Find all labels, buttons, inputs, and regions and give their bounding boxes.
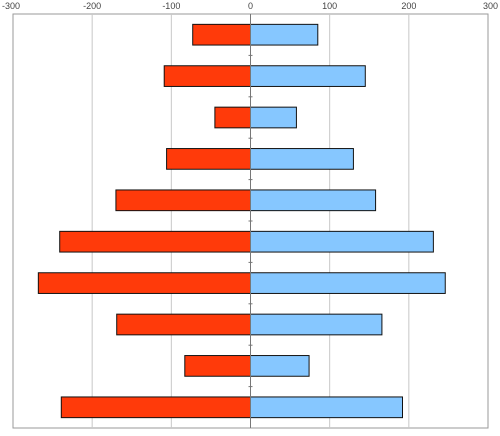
negative-bar <box>166 148 251 170</box>
x-tick-label: 200 <box>401 1 416 11</box>
positive-bar <box>250 23 319 46</box>
negative-bar <box>116 313 252 336</box>
negative-bar <box>59 230 252 253</box>
x-tick-label: -300 <box>2 1 20 11</box>
zero-axis <box>248 14 253 428</box>
positive-bar <box>250 65 366 87</box>
positive-bar <box>250 106 297 129</box>
x-tick-label: 0 <box>248 1 253 11</box>
x-tick-label: 100 <box>322 1 337 11</box>
x-tick-label: -200 <box>83 1 101 11</box>
negative-bar <box>60 396 251 419</box>
x-tick-labels: -300 -200 -100 0 100 200 300 <box>2 1 498 11</box>
bars <box>37 23 446 419</box>
x-tick-label: 300 <box>483 1 498 11</box>
negative-bar <box>214 106 251 129</box>
negative-bar <box>163 65 251 87</box>
positive-bar <box>250 189 377 212</box>
x-tick-label: -100 <box>162 1 180 11</box>
positive-bar <box>250 355 310 377</box>
positive-bar <box>250 313 383 336</box>
positive-bar <box>250 148 354 170</box>
negative-bar <box>37 272 252 294</box>
negative-bar <box>184 355 252 377</box>
positive-bar <box>250 272 446 294</box>
negative-bar <box>192 23 251 46</box>
positive-bar <box>250 230 434 253</box>
positive-bar <box>250 396 403 419</box>
negative-bar <box>115 189 251 212</box>
